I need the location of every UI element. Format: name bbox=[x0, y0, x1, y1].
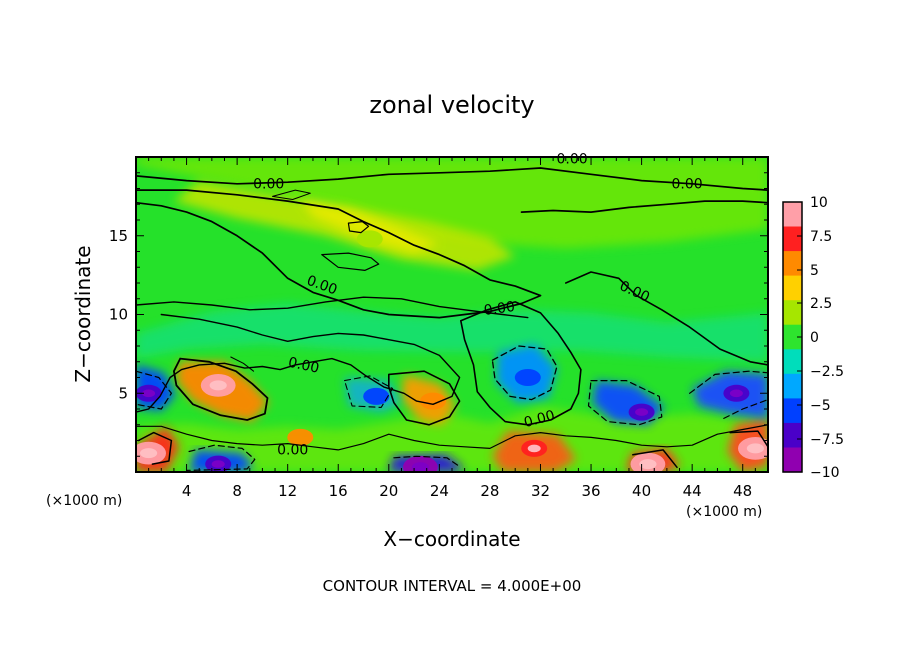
x-tick-label: 32 bbox=[531, 482, 550, 500]
negative-core-15 bbox=[363, 387, 390, 405]
positive-inner-core-6 bbox=[746, 443, 765, 454]
colorbar-swatch bbox=[783, 251, 802, 277]
contour-line-23 bbox=[321, 252, 380, 271]
contour-label-1: 0.00 bbox=[557, 151, 588, 167]
y-tick-label: 10 bbox=[109, 306, 128, 324]
colorbar-label: 0 bbox=[810, 330, 819, 346]
contour-line-2 bbox=[136, 189, 542, 319]
x-unit-right: (×1000 m) bbox=[686, 504, 762, 520]
x-tick-label: 24 bbox=[430, 482, 449, 500]
y-axis-label: Z−coordinate bbox=[71, 245, 95, 382]
colorbar-swatch bbox=[783, 202, 802, 228]
x-tick-label: 48 bbox=[733, 482, 752, 500]
contour-line-9 bbox=[491, 345, 558, 401]
contour-line-22 bbox=[230, 356, 255, 372]
colorbar-label: 5 bbox=[810, 263, 819, 279]
contour-line-14 bbox=[393, 455, 462, 468]
y-tick-label: 15 bbox=[109, 227, 128, 245]
positive-core-3 bbox=[420, 392, 446, 410]
x-tick-label: 36 bbox=[581, 482, 600, 500]
positive-core-7 bbox=[287, 428, 314, 446]
contour-line-7 bbox=[388, 370, 461, 426]
colorbar-swatch bbox=[783, 300, 802, 326]
contour-line-18 bbox=[137, 431, 173, 465]
negative-inner-core-11 bbox=[211, 460, 225, 468]
contour-line-24 bbox=[347, 221, 370, 234]
contour-line-19 bbox=[632, 449, 678, 469]
negative-core-9 bbox=[514, 369, 541, 386]
colorbar-label: −10 bbox=[810, 465, 840, 481]
contour-label-9: 0.00 bbox=[277, 443, 308, 459]
x-tick-label: 28 bbox=[480, 482, 499, 500]
colorbar-swatch bbox=[783, 422, 802, 448]
x-tick-label: 44 bbox=[683, 482, 702, 500]
positive-inner-core-2 bbox=[140, 448, 158, 459]
contour-line-12 bbox=[136, 370, 172, 410]
chart-title: zonal velocity bbox=[369, 91, 534, 119]
contour-lines bbox=[136, 167, 768, 471]
colorbar-swatch bbox=[783, 275, 802, 301]
x-tick-label: 4 bbox=[182, 482, 192, 500]
colorbar-label: −2.5 bbox=[810, 364, 844, 380]
contour-line-6 bbox=[173, 357, 269, 421]
colorbar-label: −7.5 bbox=[810, 432, 844, 448]
colorbar-label: 10 bbox=[810, 195, 828, 211]
negative-inner-core-13 bbox=[635, 408, 649, 416]
plot-area: 0.000.00 0.000.000.000.000.000.000.00 bbox=[135, 151, 769, 473]
colorbar-swatch bbox=[783, 349, 802, 375]
negative-inner-core-10 bbox=[142, 389, 156, 398]
negative-inner-core-12 bbox=[411, 462, 429, 472]
contour-line-5 bbox=[136, 313, 461, 413]
color-band-1 bbox=[136, 157, 768, 249]
colorbar-swatch bbox=[783, 398, 802, 424]
contour-line-3 bbox=[520, 200, 768, 213]
contour-label-2: 0.00 bbox=[253, 177, 284, 193]
contour-line-8 bbox=[460, 301, 582, 426]
colorbar-swatch bbox=[783, 373, 802, 399]
x-tick-label: 12 bbox=[278, 482, 297, 500]
contour-line-15 bbox=[587, 380, 663, 426]
contour-line-10 bbox=[565, 271, 768, 366]
x-unit-left: (×1000 m) bbox=[46, 493, 122, 509]
contour-line-1 bbox=[136, 167, 768, 191]
positive-inner-core-5 bbox=[639, 459, 657, 470]
x-axis-label: X−coordinate bbox=[383, 527, 520, 551]
colorbar-swatch bbox=[783, 226, 802, 252]
colorbar-swatch bbox=[783, 324, 802, 350]
contour-line-11 bbox=[136, 424, 768, 451]
x-axis-ticks: 4 8 12 16 20 24 28 32 36 40 44 48 bbox=[182, 482, 752, 500]
negative-inner-core-14 bbox=[729, 389, 743, 398]
contour-label-7: 0.00 bbox=[287, 355, 321, 377]
frame-ticks bbox=[135, 156, 769, 473]
positive-core-8 bbox=[356, 230, 383, 248]
positive-inner-core-4 bbox=[527, 444, 541, 453]
colorbar-label: 7.5 bbox=[810, 229, 832, 245]
colorbar-label: 2.5 bbox=[810, 296, 832, 312]
y-axis-ticks: 5 10 15 bbox=[109, 227, 128, 402]
contour-line-17 bbox=[723, 399, 768, 419]
contour-line-21 bbox=[344, 375, 394, 408]
contour-interval-footnote: CONTOUR INTERVAL = 4.000E+00 bbox=[323, 577, 582, 595]
contour-line-16 bbox=[689, 370, 768, 394]
y-tick-label: 5 bbox=[118, 384, 128, 402]
x-tick-label: 16 bbox=[329, 482, 348, 500]
colorbar: 10 7.5 5 2.5 0 −2.5 −5 −7.5 −10 bbox=[782, 195, 844, 481]
x-tick-label: 8 bbox=[232, 482, 242, 500]
colorbar-swatch bbox=[783, 447, 802, 473]
contour-label-8: 0.00 bbox=[522, 408, 556, 432]
color-band-4 bbox=[136, 303, 768, 362]
contour-label-5: 0.00 bbox=[483, 299, 516, 319]
contour-line-25 bbox=[272, 189, 311, 200]
positive-inner-core-1 bbox=[209, 380, 227, 391]
x-tick-label: 20 bbox=[379, 482, 398, 500]
contour-label-3: 0.00 bbox=[672, 177, 703, 193]
x-tick-label: 40 bbox=[632, 482, 651, 500]
contour-line-20 bbox=[729, 430, 768, 448]
colorbar-label: −5 bbox=[810, 398, 831, 414]
